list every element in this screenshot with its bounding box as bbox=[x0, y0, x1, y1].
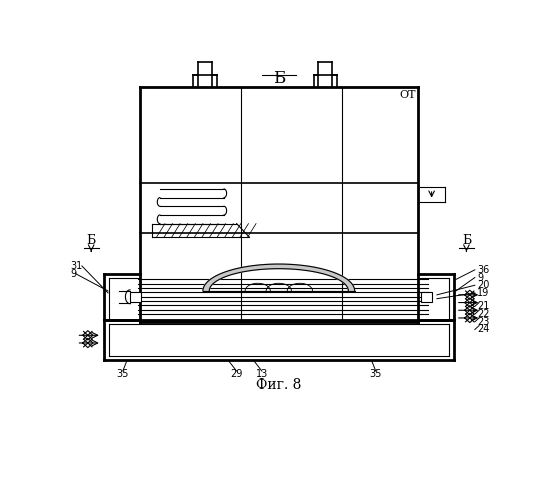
Polygon shape bbox=[203, 264, 355, 291]
Bar bbox=[421, 292, 432, 302]
Text: 22: 22 bbox=[477, 309, 490, 319]
Text: 21: 21 bbox=[477, 302, 489, 312]
Text: 36: 36 bbox=[477, 265, 489, 275]
Text: 20: 20 bbox=[477, 280, 489, 290]
Text: Б: Б bbox=[86, 234, 96, 246]
Text: Б: Б bbox=[273, 70, 285, 86]
Text: 35: 35 bbox=[116, 369, 129, 379]
Text: 23: 23 bbox=[477, 317, 489, 327]
Text: Фиг. 8: Фиг. 8 bbox=[256, 378, 301, 392]
Text: 13: 13 bbox=[256, 369, 268, 379]
Text: 19: 19 bbox=[477, 288, 489, 298]
Bar bbox=[130, 292, 141, 302]
Text: 31: 31 bbox=[70, 261, 82, 271]
Text: 9: 9 bbox=[70, 268, 76, 278]
Text: ОТ: ОТ bbox=[399, 90, 416, 100]
Text: 35: 35 bbox=[369, 369, 382, 379]
Text: 24: 24 bbox=[477, 324, 489, 334]
Text: Б: Б bbox=[462, 234, 471, 246]
Text: 9: 9 bbox=[477, 272, 483, 282]
Text: 29: 29 bbox=[231, 369, 243, 379]
